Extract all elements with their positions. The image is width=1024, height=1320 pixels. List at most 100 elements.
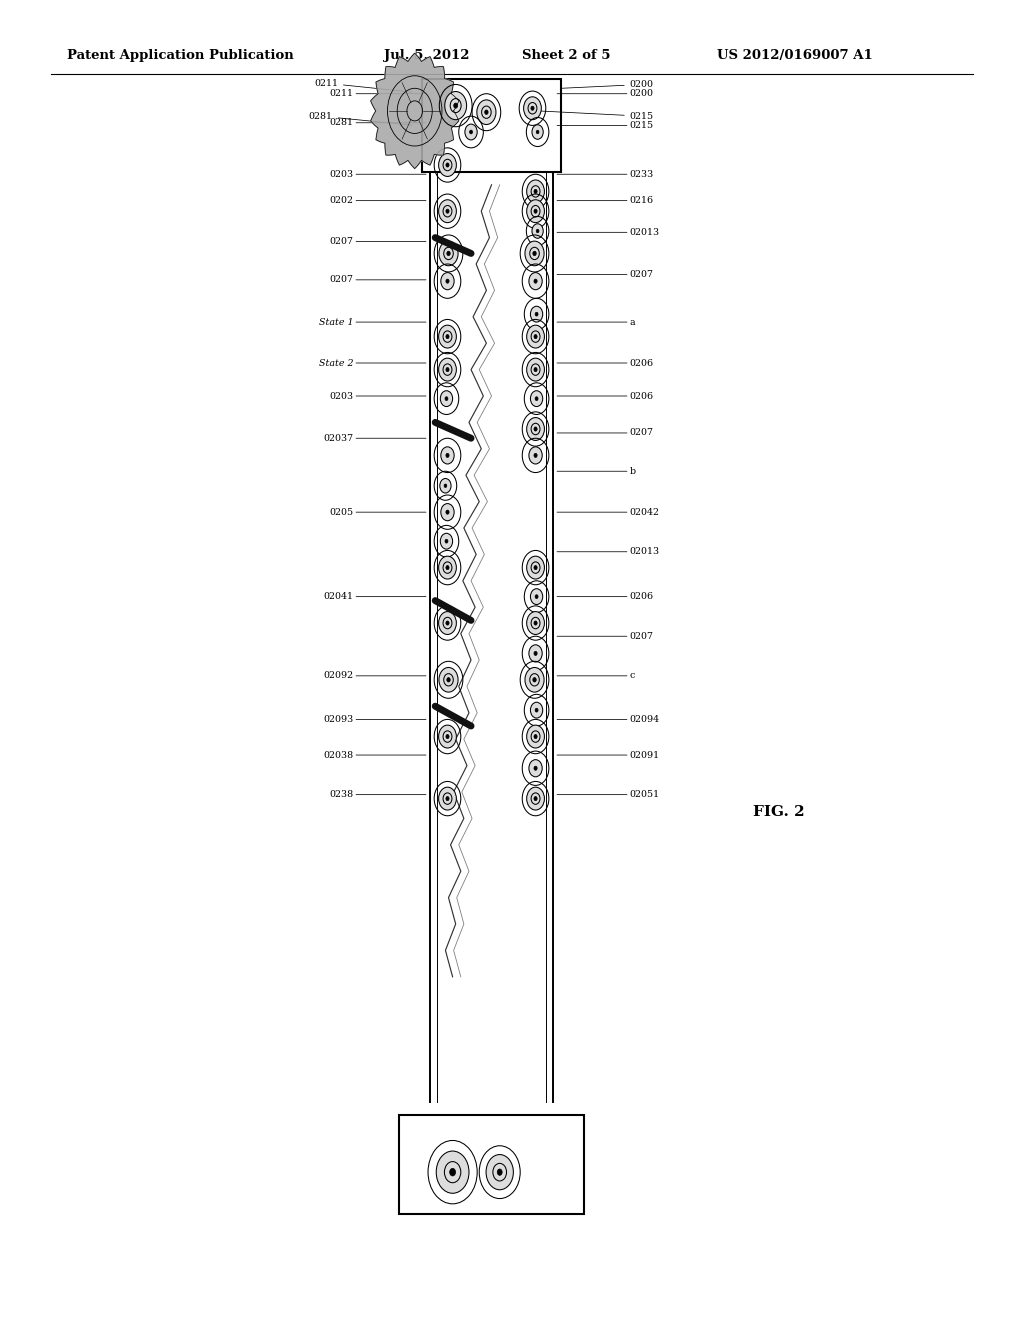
Text: State 1: State 1 [318, 318, 426, 326]
Circle shape [443, 618, 452, 628]
Circle shape [531, 364, 540, 375]
Text: 0211: 0211 [314, 79, 412, 92]
Text: 02042: 02042 [557, 508, 659, 516]
Text: 0215: 0215 [541, 111, 654, 120]
Circle shape [493, 1163, 507, 1181]
Circle shape [530, 702, 543, 718]
Text: 0233: 0233 [557, 170, 654, 178]
Polygon shape [371, 53, 459, 169]
Circle shape [445, 279, 450, 284]
Circle shape [526, 417, 545, 441]
Circle shape [444, 91, 467, 120]
Circle shape [438, 358, 457, 381]
Circle shape [530, 391, 543, 407]
Circle shape [532, 223, 543, 238]
Circle shape [445, 453, 450, 458]
Circle shape [440, 503, 455, 520]
Text: 02051: 02051 [557, 791, 659, 799]
Text: 02091: 02091 [557, 751, 659, 759]
Circle shape [534, 367, 538, 372]
Text: a: a [557, 318, 635, 326]
Circle shape [440, 446, 455, 465]
Circle shape [531, 331, 540, 342]
Circle shape [443, 673, 454, 686]
Circle shape [443, 160, 452, 170]
Circle shape [530, 589, 543, 605]
Text: 0203: 0203 [329, 392, 426, 400]
Text: 0206: 0206 [557, 392, 654, 400]
Circle shape [526, 611, 545, 635]
Text: 0206: 0206 [557, 359, 654, 367]
Circle shape [477, 100, 496, 124]
Circle shape [531, 618, 540, 628]
Text: 02013: 02013 [557, 228, 659, 236]
Circle shape [534, 565, 538, 570]
Circle shape [436, 1151, 469, 1193]
Circle shape [444, 484, 446, 487]
Text: Jul. 5, 2012: Jul. 5, 2012 [384, 49, 469, 62]
Circle shape [445, 162, 450, 168]
Circle shape [439, 668, 458, 692]
Circle shape [438, 199, 457, 223]
Circle shape [526, 556, 545, 579]
Circle shape [439, 242, 458, 265]
Circle shape [443, 793, 452, 804]
Circle shape [537, 230, 539, 232]
Circle shape [438, 725, 457, 748]
Text: 02038: 02038 [324, 751, 426, 759]
Circle shape [445, 796, 450, 801]
Bar [399, 1115, 584, 1214]
Circle shape [443, 206, 452, 216]
Circle shape [530, 306, 543, 322]
Circle shape [526, 725, 545, 748]
Circle shape [536, 313, 538, 315]
Circle shape [531, 562, 540, 573]
Circle shape [528, 103, 537, 114]
Circle shape [446, 677, 451, 682]
Circle shape [444, 1162, 461, 1183]
Circle shape [438, 556, 457, 579]
Circle shape [534, 766, 538, 771]
Text: State 2: State 2 [318, 359, 426, 367]
Text: Patent Application Publication: Patent Application Publication [67, 49, 293, 62]
Circle shape [443, 364, 452, 375]
Circle shape [526, 180, 545, 203]
Text: US 2012/0169007 A1: US 2012/0169007 A1 [717, 49, 872, 62]
Circle shape [486, 1155, 513, 1189]
Circle shape [498, 1170, 502, 1175]
Circle shape [530, 106, 535, 111]
Text: 0207: 0207 [330, 238, 426, 246]
Circle shape [525, 242, 544, 265]
Circle shape [526, 358, 545, 381]
Circle shape [523, 96, 542, 120]
Circle shape [534, 209, 538, 214]
Text: c: c [557, 672, 635, 680]
Circle shape [532, 251, 537, 256]
Circle shape [536, 595, 538, 598]
Circle shape [445, 510, 450, 515]
Circle shape [443, 731, 452, 742]
Text: 0215: 0215 [557, 121, 654, 129]
Circle shape [534, 426, 538, 432]
Circle shape [443, 562, 452, 573]
Circle shape [440, 533, 453, 549]
Circle shape [534, 651, 538, 656]
Text: 02093: 02093 [323, 715, 426, 723]
Text: b: b [557, 467, 636, 475]
Circle shape [445, 620, 450, 626]
Text: 0281: 0281 [330, 119, 426, 127]
Text: 02041: 02041 [324, 593, 426, 601]
Circle shape [534, 734, 538, 739]
Circle shape [443, 247, 454, 260]
Circle shape [454, 103, 458, 108]
Circle shape [465, 124, 477, 140]
Circle shape [534, 189, 538, 194]
Text: 0200: 0200 [557, 90, 653, 98]
Text: 0207: 0207 [557, 632, 653, 640]
Circle shape [440, 479, 451, 492]
Circle shape [438, 787, 457, 810]
Text: 0202: 0202 [330, 197, 426, 205]
Circle shape [534, 453, 538, 458]
Circle shape [438, 153, 457, 177]
Text: 0200: 0200 [561, 81, 653, 88]
